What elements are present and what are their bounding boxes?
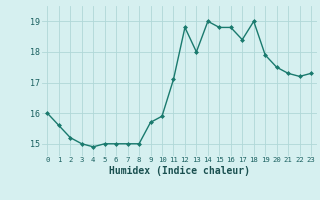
X-axis label: Humidex (Indice chaleur): Humidex (Indice chaleur) (109, 166, 250, 176)
